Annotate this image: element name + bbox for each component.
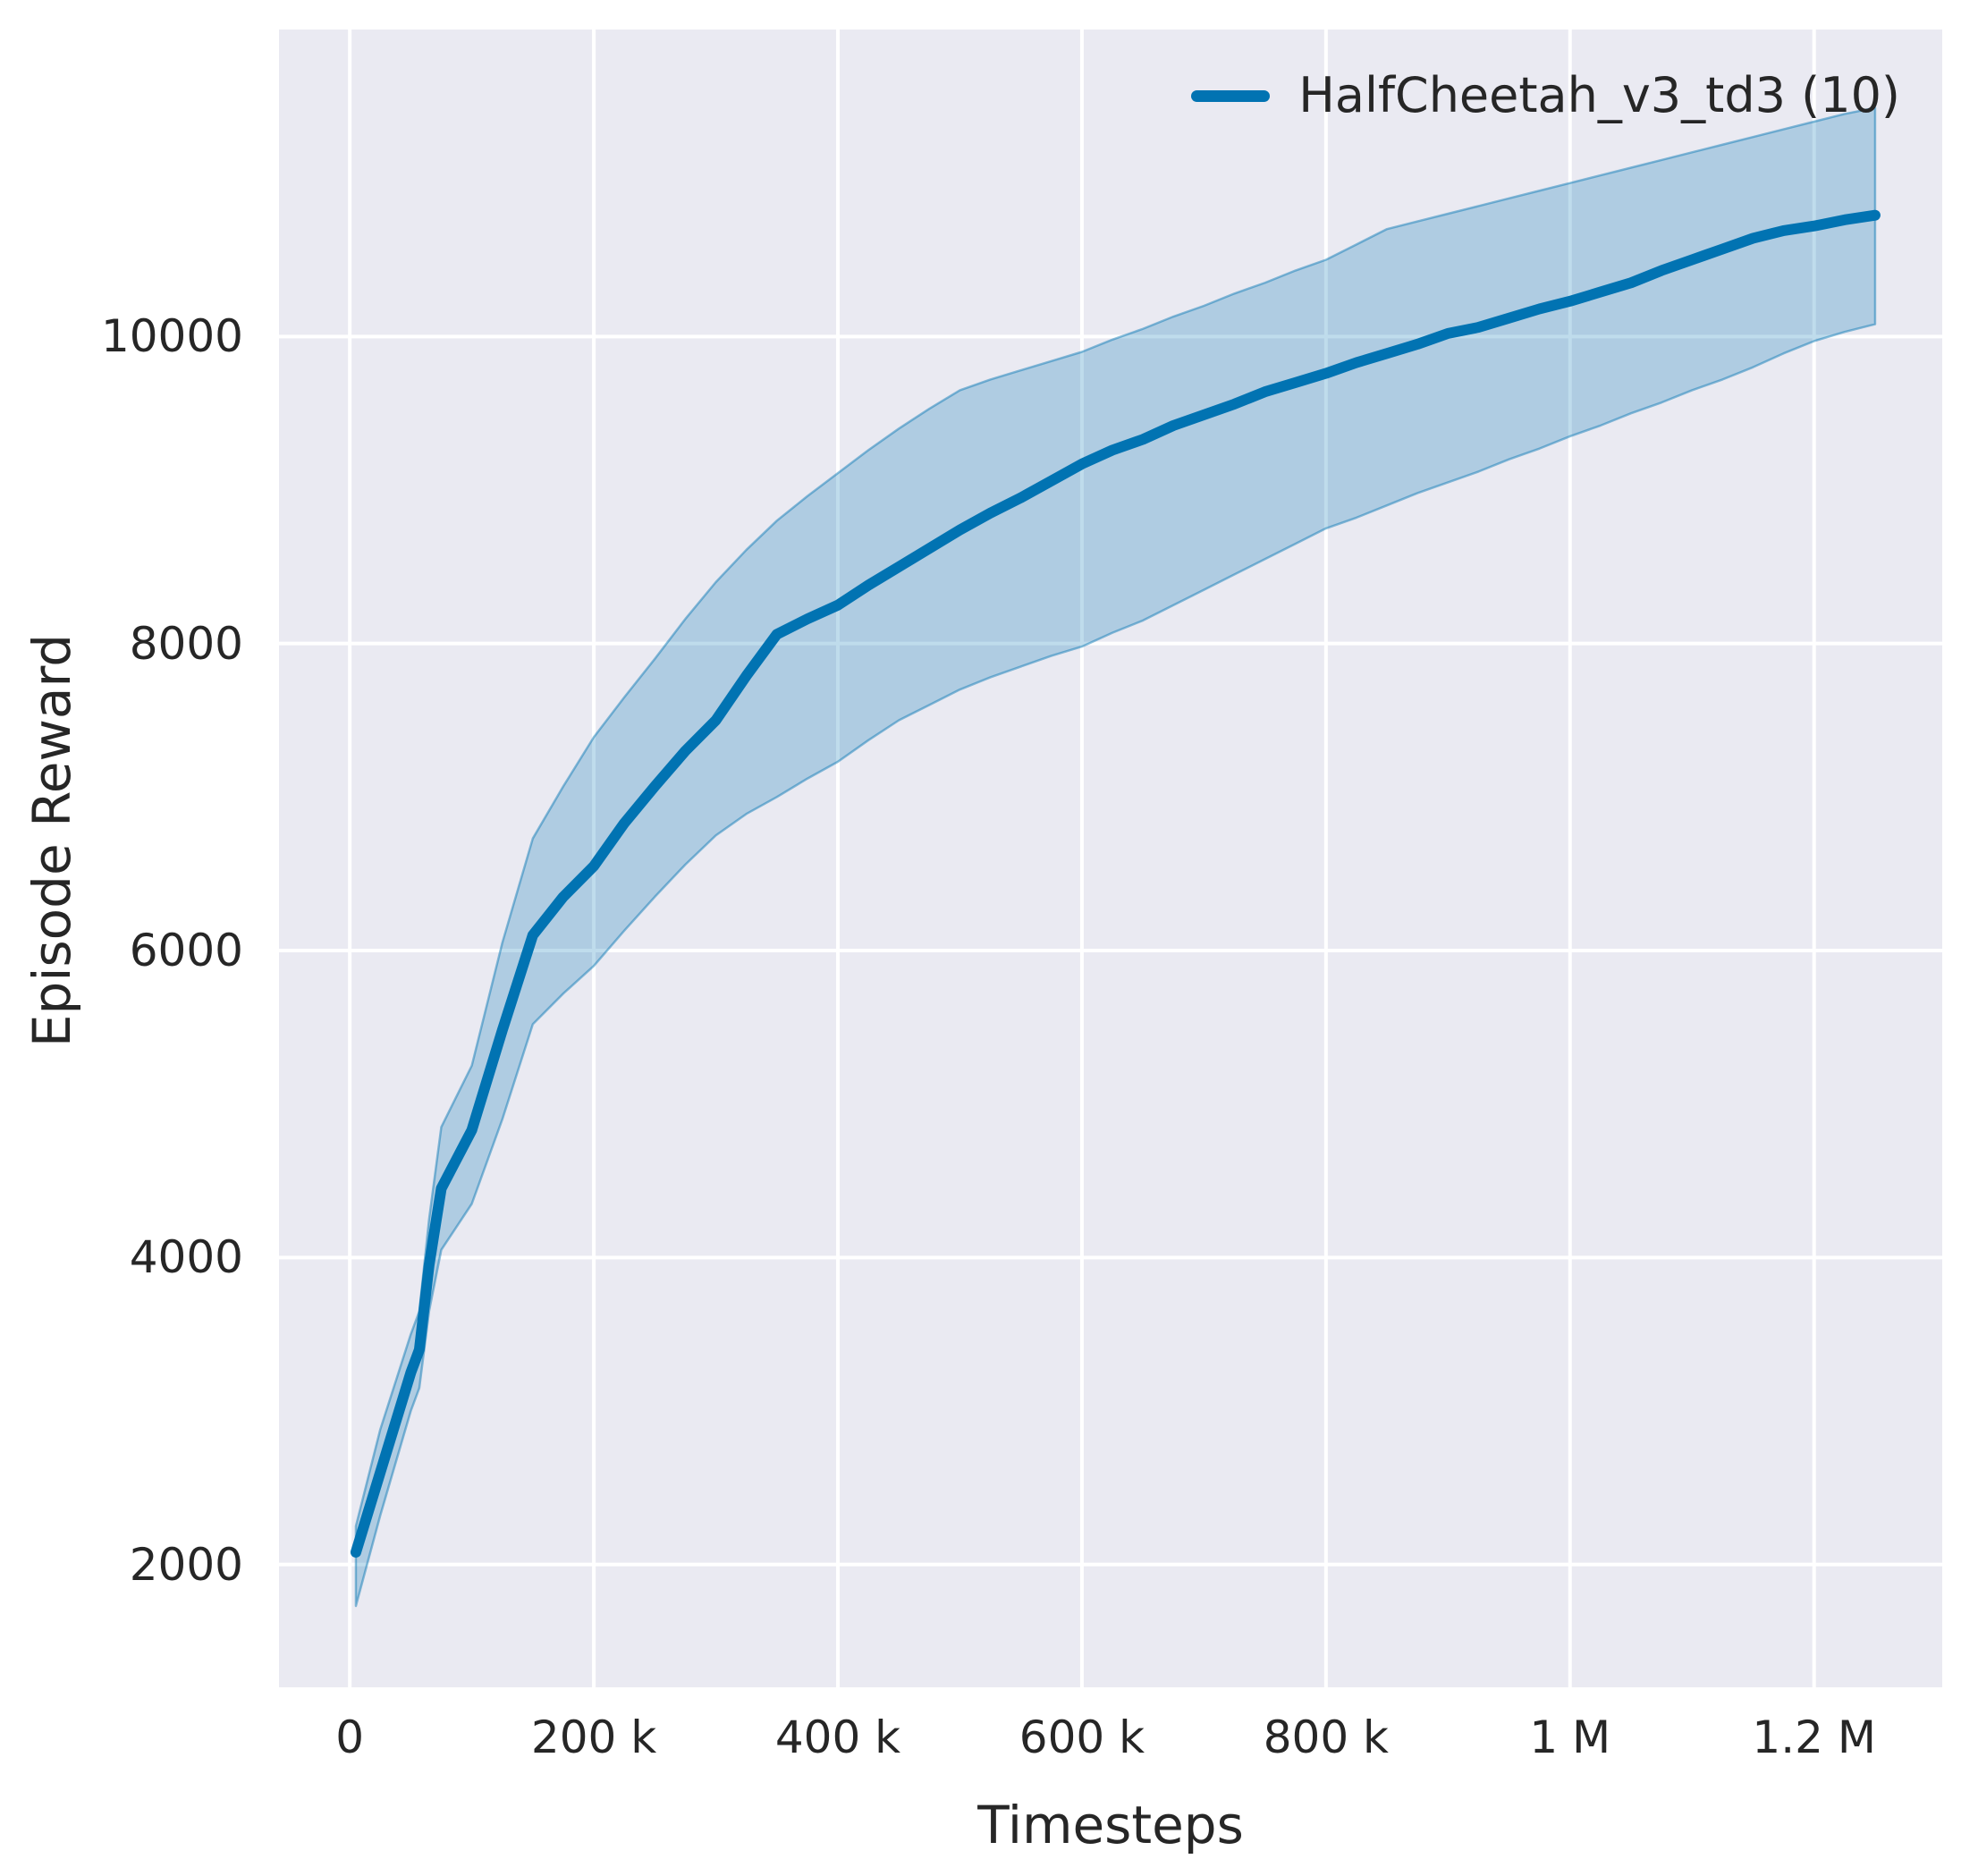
x-tick-label: 400 k xyxy=(774,1711,901,1763)
y-tick-label: 8000 xyxy=(129,617,243,670)
x-tick-label: 600 k xyxy=(1019,1711,1145,1763)
mean-line xyxy=(350,209,1881,1558)
confidence-band xyxy=(354,106,1877,1608)
y-tick-label: 4000 xyxy=(129,1231,243,1284)
x-axis-title: Timesteps xyxy=(977,1795,1244,1855)
y-tick-label: 2000 xyxy=(129,1538,243,1591)
plot-area xyxy=(279,30,1942,1687)
legend-line-swatch xyxy=(1191,89,1271,102)
y-tick-label: 10000 xyxy=(100,310,243,363)
x-tick-label: 1 M xyxy=(1529,1711,1611,1763)
legend: HalfCheetah_v3_td3 (10) xyxy=(1191,68,1900,123)
x-tick-label: 200 k xyxy=(530,1711,657,1763)
y-axis-title: Episode Reward xyxy=(21,633,82,1048)
x-tick-label: 0 xyxy=(335,1711,365,1763)
x-tick-label: 800 k xyxy=(1263,1711,1389,1763)
legend-label: HalfCheetah_v3_td3 (10) xyxy=(1298,67,1900,123)
y-tick-label: 6000 xyxy=(129,925,243,976)
x-tick-label: 1.2 M xyxy=(1752,1711,1876,1763)
